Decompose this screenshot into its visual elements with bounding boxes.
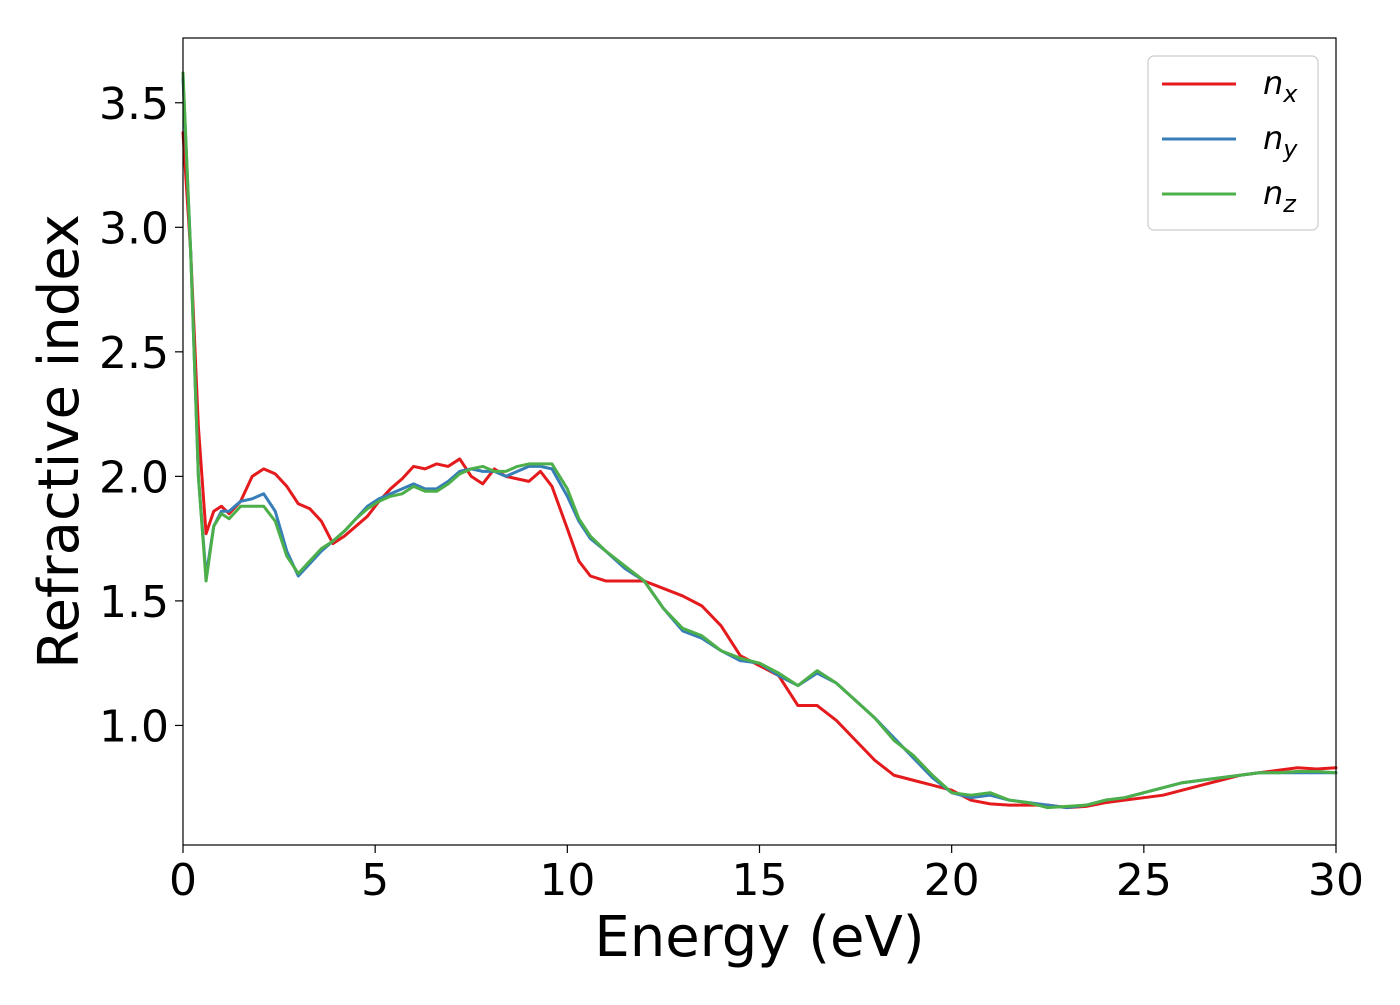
x-tick-label: 5 [361, 855, 389, 906]
y-axis-ticks: 1.0 1.5 2.0 2.5 3.0 3.5 [99, 79, 183, 752]
x-tick-label: 15 [732, 855, 788, 906]
y-tick-label: 3.5 [99, 79, 169, 130]
x-tick-label: 25 [1116, 855, 1172, 906]
y-tick-label: 1.0 [99, 701, 169, 752]
x-axis-ticks: 0 5 10 15 20 25 30 [169, 845, 1364, 906]
x-tick-label: 20 [924, 855, 980, 906]
y-tick-label: 1.5 [99, 577, 169, 628]
y-tick-label: 2.5 [99, 328, 169, 379]
x-axis-label: Energy (eV) [594, 905, 924, 970]
x-tick-label: 0 [169, 855, 197, 906]
series-lines [181, 71, 1338, 810]
y-tick-label: 2.0 [99, 452, 169, 503]
legend-box [1147, 55, 1319, 231]
series-line-n-x [181, 131, 1338, 810]
x-tick-label: 30 [1308, 855, 1364, 906]
y-tick-label: 3.0 [99, 203, 169, 254]
x-tick-label: 10 [539, 855, 595, 906]
y-axis-label: Refractive index [27, 214, 92, 669]
series-line-n-z [181, 71, 1338, 810]
